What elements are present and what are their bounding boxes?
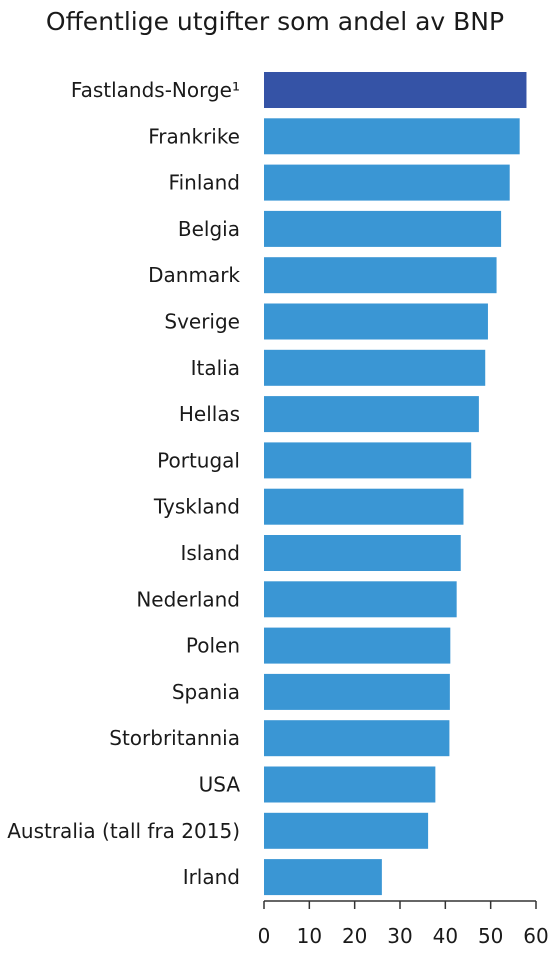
category-label: Frankrike <box>148 124 240 148</box>
bar-2 <box>264 164 510 201</box>
x-tick-label: 50 <box>478 924 503 948</box>
category-label: USA <box>199 773 241 797</box>
x-tick-label: 20 <box>342 924 367 948</box>
x-tick-label: 0 <box>258 924 271 948</box>
bar-3 <box>264 210 502 247</box>
x-axis: 0 10 20 30 40 50 60 <box>258 900 549 948</box>
bar-6 <box>264 349 486 386</box>
chart-title: Offentlige utgifter som andel av BNP <box>45 7 505 36</box>
category-label: Hellas <box>179 402 240 426</box>
category-label: Portugal <box>157 448 240 472</box>
bar-5 <box>264 303 488 340</box>
category-label: Belgia <box>178 217 240 241</box>
category-label: Irland <box>183 865 240 889</box>
bar-8 <box>264 442 472 479</box>
category-label: Spania <box>172 680 240 704</box>
bar-12 <box>264 627 451 664</box>
bar-0 <box>264 72 527 108</box>
category-label: Finland <box>169 171 240 195</box>
category-label: Italia <box>191 356 240 380</box>
bar-16 <box>264 812 429 849</box>
bars-group <box>264 72 527 896</box>
x-tick-label: 60 <box>523 924 548 948</box>
category-label: Polen <box>186 634 240 658</box>
category-labels-group: Fastlands-Norge¹ Frankrike Finland Belgia Da… <box>7 78 240 889</box>
bar-10 <box>264 535 461 571</box>
category-label: Tyskland <box>153 495 240 519</box>
category-label: Danmark <box>148 263 240 287</box>
bar-15 <box>264 766 436 803</box>
category-label: Storbritannia <box>109 726 240 750</box>
category-label: Island <box>180 541 240 565</box>
category-label: Australia (tall fra 2015) <box>7 819 240 843</box>
bar-4 <box>264 257 497 294</box>
bar-13 <box>264 673 450 710</box>
bar-7 <box>264 396 479 433</box>
x-tick-label: 40 <box>433 924 458 948</box>
bar-17 <box>264 859 382 896</box>
bar-9 <box>264 488 464 525</box>
category-label: Fastlands-Norge¹ <box>71 78 240 102</box>
bar-14 <box>264 720 450 757</box>
bar-11 <box>264 581 457 618</box>
category-label: Sverige <box>164 310 240 334</box>
bar-1 <box>264 118 520 155</box>
x-tick-label: 10 <box>297 924 322 948</box>
x-tick-label: 30 <box>387 924 412 948</box>
category-label: Nederland <box>136 587 240 611</box>
